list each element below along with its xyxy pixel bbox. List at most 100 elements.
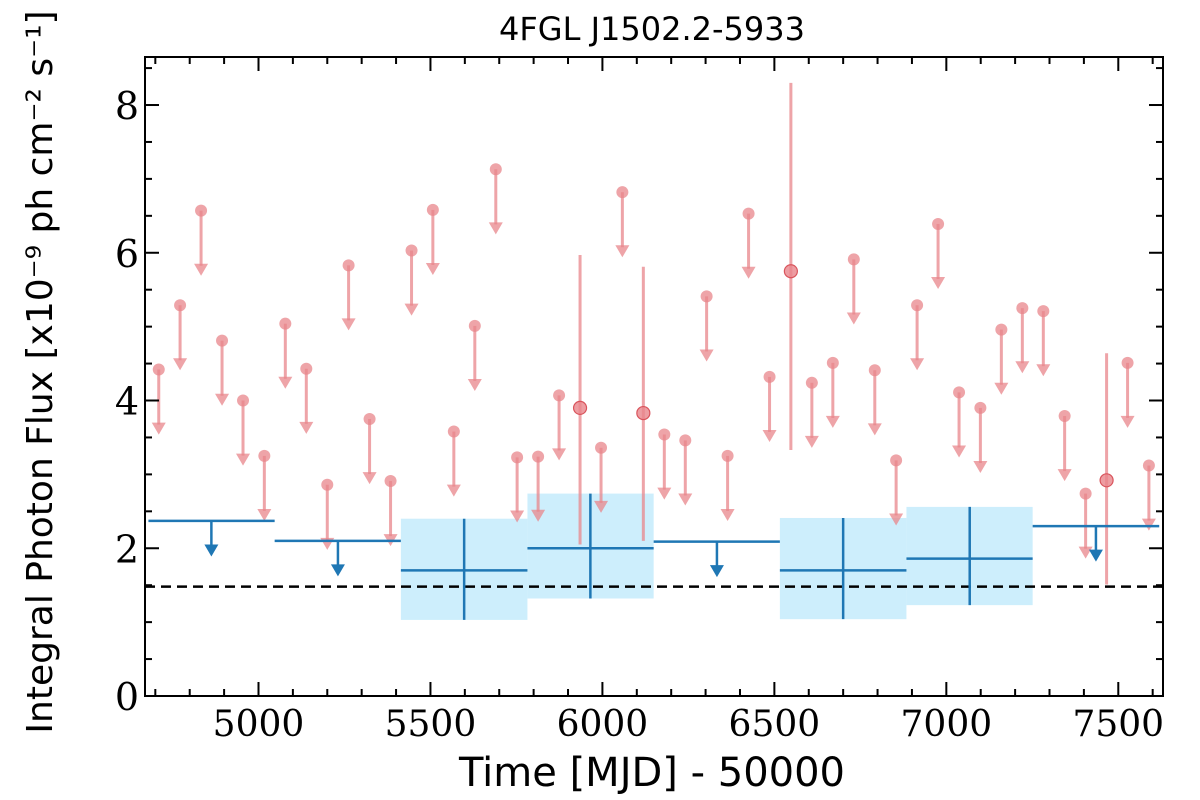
detection-marker [1099, 353, 1114, 585]
data-point [658, 428, 671, 441]
data-point [953, 386, 966, 399]
upper-limit-arrow [278, 376, 293, 389]
upper-limit-arrow [215, 393, 230, 406]
data-point [553, 389, 566, 402]
upper-limit-marker [699, 290, 714, 362]
y-tick-label: 4 [115, 380, 139, 424]
upper-limit-arrow [510, 510, 525, 523]
upper-limit-arrow [467, 378, 482, 391]
upper-limit-arrow [678, 493, 693, 506]
upper-limit-arrow [425, 263, 440, 276]
data-point [847, 253, 860, 266]
data-point [995, 323, 1008, 336]
data-point [1016, 302, 1029, 315]
upper-limit-marker [236, 394, 251, 466]
upper-limit-marker [531, 450, 546, 522]
upper-limit-arrow [330, 564, 345, 577]
upper-limit-arrow [151, 422, 166, 435]
upper-limit-marker [867, 364, 882, 436]
upper-limit-arrow [846, 312, 861, 325]
upper-limit-marker [383, 475, 398, 547]
upper-limit-marker [151, 363, 166, 435]
data-point [595, 441, 608, 454]
data-point [763, 370, 776, 383]
coarse-detection [527, 493, 654, 599]
data-point [826, 356, 839, 369]
upper-limit-arrow [741, 266, 756, 279]
upper-limit-marker [510, 451, 525, 523]
data-point [363, 412, 376, 425]
upper-limit-arrow [867, 423, 882, 436]
data-point [447, 425, 460, 438]
upper-limit-arrow [615, 245, 630, 258]
upper-limit-arrow [699, 349, 714, 362]
upper-limit-arrow [825, 415, 840, 428]
data-point [1099, 473, 1114, 488]
data-point [890, 454, 903, 467]
upper-limit-marker [341, 259, 356, 331]
upper-limit-marker [615, 186, 630, 258]
upper-limit-marker [173, 299, 188, 371]
upper-limit-marker [741, 207, 756, 279]
upper-limit-marker [1120, 356, 1135, 428]
upper-limit-marker [1036, 305, 1051, 377]
data-point [321, 478, 334, 491]
data-point [511, 451, 524, 464]
data-point [679, 434, 692, 447]
upper-limit-arrow [657, 487, 672, 500]
coarse-upper-limit [148, 519, 275, 557]
upper-limit-arrow [257, 509, 272, 522]
upper-limit-arrow [1120, 415, 1135, 428]
detection-marker [636, 266, 651, 541]
upper-limit-arrow [299, 421, 314, 434]
upper-limit-marker [1057, 410, 1072, 482]
upper-limit-marker [257, 449, 272, 522]
upper-limit-arrow [362, 472, 377, 485]
upper-limit-arrow [531, 509, 546, 522]
upper-limit-marker [657, 428, 672, 500]
data-point [174, 299, 187, 312]
detection-marker [783, 82, 798, 451]
x-tick-label: 7500 [1072, 704, 1164, 745]
chart-title: 4FGL J1502.2-5933 [499, 10, 805, 48]
upper-limit-arrow [910, 358, 925, 371]
upper-limit-arrow [720, 509, 735, 522]
upper-limit-arrow [236, 453, 251, 466]
upper-limit-marker [1078, 487, 1093, 559]
upper-limit-marker [594, 441, 609, 513]
upper-limit-marker [362, 412, 377, 485]
coarse-upper-limit [653, 540, 780, 578]
data-point [911, 299, 924, 312]
upper-limit-marker [846, 253, 861, 325]
data-point [805, 376, 818, 389]
data-point [258, 449, 271, 462]
upper-limit-arrow [204, 544, 219, 557]
axes-frame: 5000 5500 6000 6500 7000 7500 0 2 4 6 8 [115, 56, 1164, 745]
data-point [783, 264, 798, 279]
data-point [742, 207, 755, 220]
upper-limit-marker [215, 334, 230, 406]
upper-limit-marker [425, 203, 440, 276]
data-point [1079, 487, 1092, 500]
upper-limit-arrow [1078, 546, 1093, 559]
data-point [932, 217, 945, 230]
upper-limit-marker [320, 478, 335, 550]
x-tick-label: 5000 [213, 704, 305, 745]
y-tick-label: 0 [115, 675, 139, 719]
y-tick-label: 2 [115, 527, 139, 571]
data-point [279, 317, 292, 330]
data-point [572, 400, 588, 415]
coarse-upper-limit [274, 539, 401, 577]
upper-limit-marker [973, 401, 988, 473]
upper-limit-arrow [1141, 518, 1156, 531]
upper-limit-marker [889, 454, 904, 526]
data-point [974, 401, 987, 414]
data-point [489, 163, 502, 176]
x-tick-label: 6000 [557, 704, 649, 745]
data-point [405, 244, 418, 257]
data-point [384, 475, 397, 488]
upper-limit-arrow [446, 484, 461, 497]
data-point [426, 203, 439, 216]
coarse-detection [906, 506, 1033, 606]
data-point [1121, 356, 1134, 369]
